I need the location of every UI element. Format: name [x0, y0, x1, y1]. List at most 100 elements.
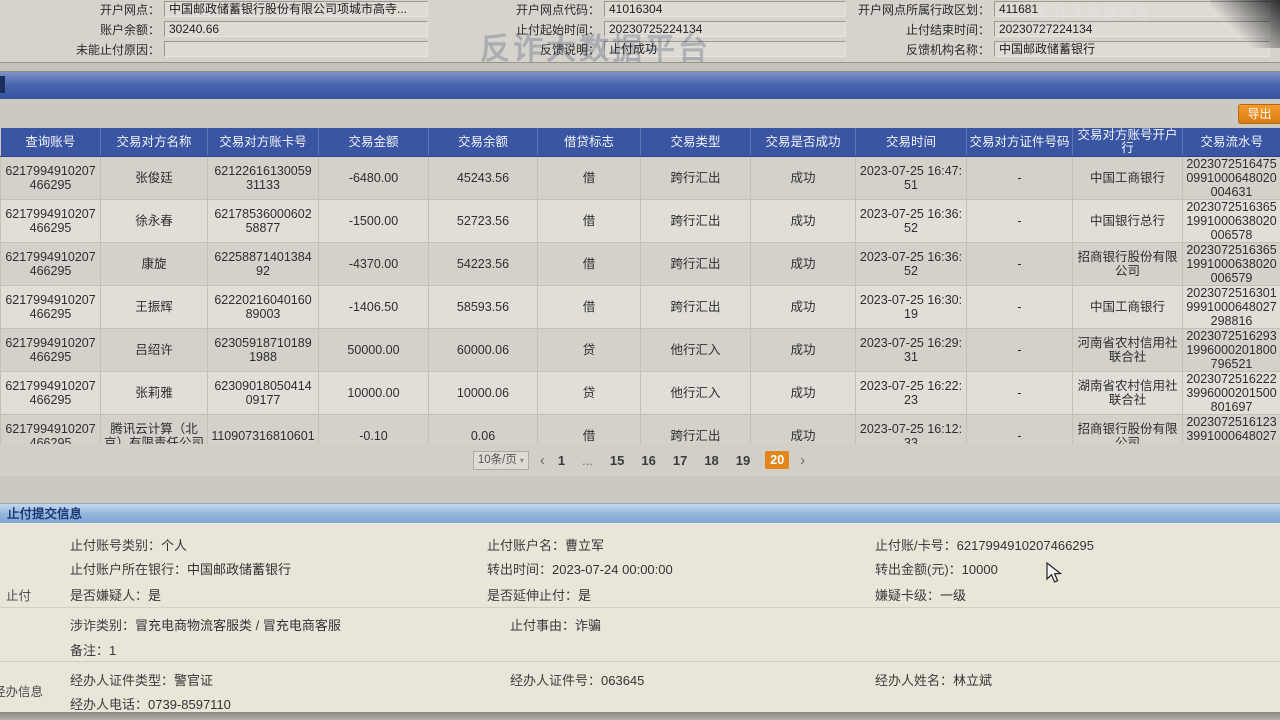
page-number-current[interactable]: 20 — [765, 451, 790, 469]
field-value[interactable]: 中国邮政储蓄银行 — [994, 41, 1270, 57]
mouse-cursor-icon — [1046, 562, 1063, 583]
field-card-level: 嫌疑卡级：一级 — [875, 588, 967, 603]
field-value[interactable]: 止付成功 — [604, 41, 846, 57]
group-label-stop: 止付 — [6, 589, 32, 603]
table-cell: 6222021604016089003 — [207, 285, 319, 329]
table-cell: 20230725162931996000201800796521 — [1182, 328, 1280, 372]
page-number[interactable]: 16 — [641, 452, 656, 468]
table-cell: 20230725163651991000638020006578 — [1182, 199, 1280, 243]
table-cell: 成功 — [750, 371, 856, 415]
table-cell: 2023-07-25 16:29:31 — [855, 328, 967, 372]
table-cell: 6230901805041409177 — [207, 371, 319, 415]
field-handler-id-type: 经办人证件类型：警官证 — [70, 673, 214, 688]
table-cell: 跨行汇出 — [640, 242, 751, 286]
toolbar: 导出 — [0, 99, 1280, 128]
field-bank: 止付账户所在银行：中国邮政储蓄银行 — [70, 562, 292, 577]
table-cell: - — [966, 242, 1073, 286]
group-label-handler: 经办信息 — [0, 685, 44, 699]
field-account-name: 止付账户名：曹立军 — [487, 538, 605, 553]
table-cell: -6480.00 — [318, 156, 429, 200]
table-cell: 54223.56 — [428, 242, 538, 286]
stop-info-body: 止付 经办信息 止付账号类别：个人 止付账户名：曹立军 止付账/卡号：62179… — [0, 523, 1280, 712]
table-cell: 成功 — [750, 156, 856, 200]
field-branch: 开户网点： 中国邮政储蓄银行股份有限公司项城市高寺... — [0, 1, 428, 19]
page-size-select[interactable]: 10条/页 ▾ — [472, 450, 529, 470]
field-label: 反馈机构名称： — [905, 43, 990, 57]
column-header: 查询账号 — [0, 128, 101, 157]
next-page-button[interactable]: › — [800, 451, 806, 469]
table-cell: 借 — [537, 242, 641, 286]
column-header: 交易对方证件号码 — [966, 128, 1073, 157]
field-branch-code: 开户网点代码： 41016304 — [460, 1, 846, 19]
section-title: 止付提交信息 — [7, 507, 83, 521]
prev-page-button[interactable]: ‹ — [539, 451, 545, 469]
stop-info-header: 止付提交信息 — [0, 503, 1280, 524]
field-branch-region: 开户网点所属行政区划： 411681 — [788, 1, 1270, 19]
table-cell: 58593.56 — [428, 285, 538, 329]
column-header: 交易对方账号开户行 — [1072, 128, 1183, 157]
table-cell: 10000.00 — [318, 371, 429, 415]
table-cell: 50000.00 — [318, 328, 429, 372]
table-cell: 60000.06 — [428, 328, 538, 372]
table-cell: 6225887140138492 — [207, 242, 319, 286]
table-cell: - — [966, 371, 1073, 415]
field-value[interactable]: 20230725224134 — [604, 21, 846, 37]
field-label: 止付结束时间： — [905, 23, 990, 37]
field-value[interactable]: 30240.66 — [164, 21, 428, 37]
column-header: 交易对方名称 — [100, 128, 208, 157]
table-cell: 6217853600060258877 — [207, 199, 319, 243]
column-header: 借贷标志 — [537, 128, 641, 157]
table-cell: 借 — [537, 285, 641, 329]
table-cell: -1406.50 — [318, 285, 429, 329]
title-bar-tab — [0, 76, 5, 93]
page-number[interactable]: 15 — [609, 452, 625, 468]
table-cell: 贷 — [537, 371, 641, 415]
table-cell: 623059187101891988 — [207, 328, 319, 372]
page-number[interactable]: 17 — [672, 452, 688, 468]
divider — [0, 607, 1280, 608]
export-button[interactable]: 导出 — [1238, 104, 1280, 124]
field-balance: 账户余额： 30240.66 — [0, 21, 428, 39]
column-header: 交易对方账卡号 — [207, 128, 319, 157]
field-account-type: 止付账号类别：个人 — [70, 538, 188, 553]
field-label: 反馈说明： — [539, 43, 600, 57]
field-handler-id-no: 经办人证件号：063645 — [510, 673, 645, 688]
table-cell: 2023-07-25 16:47:51 — [855, 156, 967, 200]
field-value[interactable]: 411681 — [994, 1, 1270, 17]
table-cell: 20230725162223996000201500801697 — [1182, 371, 1280, 415]
table-cell: 45243.56 — [428, 156, 538, 200]
table-cell: 中国工商银行 — [1072, 285, 1183, 329]
table-cell: 成功 — [750, 328, 856, 372]
table-cell: 中国银行总行 — [1072, 199, 1183, 243]
table-cell: 徐永春 — [100, 199, 208, 243]
table-cell: - — [966, 285, 1073, 329]
table-cell: 跨行汇出 — [640, 156, 751, 200]
field-handler-phone: 经办人电话：0739-8597110 — [70, 697, 231, 712]
field-value[interactable]: 41016304 — [604, 1, 846, 17]
page-number[interactable]: 19 — [735, 452, 751, 468]
table-cell: 他行汇入 — [640, 371, 751, 415]
field-value[interactable]: 中国邮政储蓄银行股份有限公司项城市高寺... — [164, 1, 428, 17]
table-row: 6217994910207466295 张俊廷 621226161300593113… — [0, 156, 1280, 200]
table-cell: 招商银行股份有限公司 — [1072, 242, 1183, 286]
table-cell: 2023-07-25 16:30:19 — [855, 285, 967, 329]
table-row: 6217994910207466295 康旋 6225887140138492 -43… — [0, 242, 1280, 286]
field-value[interactable] — [164, 41, 428, 57]
table-row: 6217994910207466295 徐永春 621785360006025887… — [0, 199, 1280, 243]
page-number[interactable]: 18 — [704, 452, 719, 468]
field-feedback-org: 反馈机构名称： 中国邮政储蓄银行 — [788, 41, 1270, 59]
page-number[interactable]: 1 — [557, 452, 566, 468]
table-cell: 借 — [537, 156, 641, 200]
table-cell: 6217994910207466295 — [0, 285, 101, 329]
table-cell: 康旋 — [100, 242, 208, 286]
field-transfer-time: 转出时间：2023-07-24 00:00:00 — [487, 562, 673, 577]
table-cell: - — [966, 156, 1073, 200]
table-cell: 6217994910207466295 — [0, 371, 101, 415]
column-header: 交易类型 — [640, 128, 751, 157]
pagination: 10条/页 ▾ ‹ 1... 15 16 17 18 19 20 › — [0, 444, 1280, 476]
field-card-no: 止付账/卡号：6217994910207466295 — [875, 538, 1094, 553]
table-cell: 6217994910207466295 — [0, 156, 101, 200]
table-cell: 跨行汇出 — [640, 199, 751, 243]
column-header: 交易流水号 — [1182, 128, 1280, 157]
field-label: 账户余额： — [99, 23, 160, 37]
